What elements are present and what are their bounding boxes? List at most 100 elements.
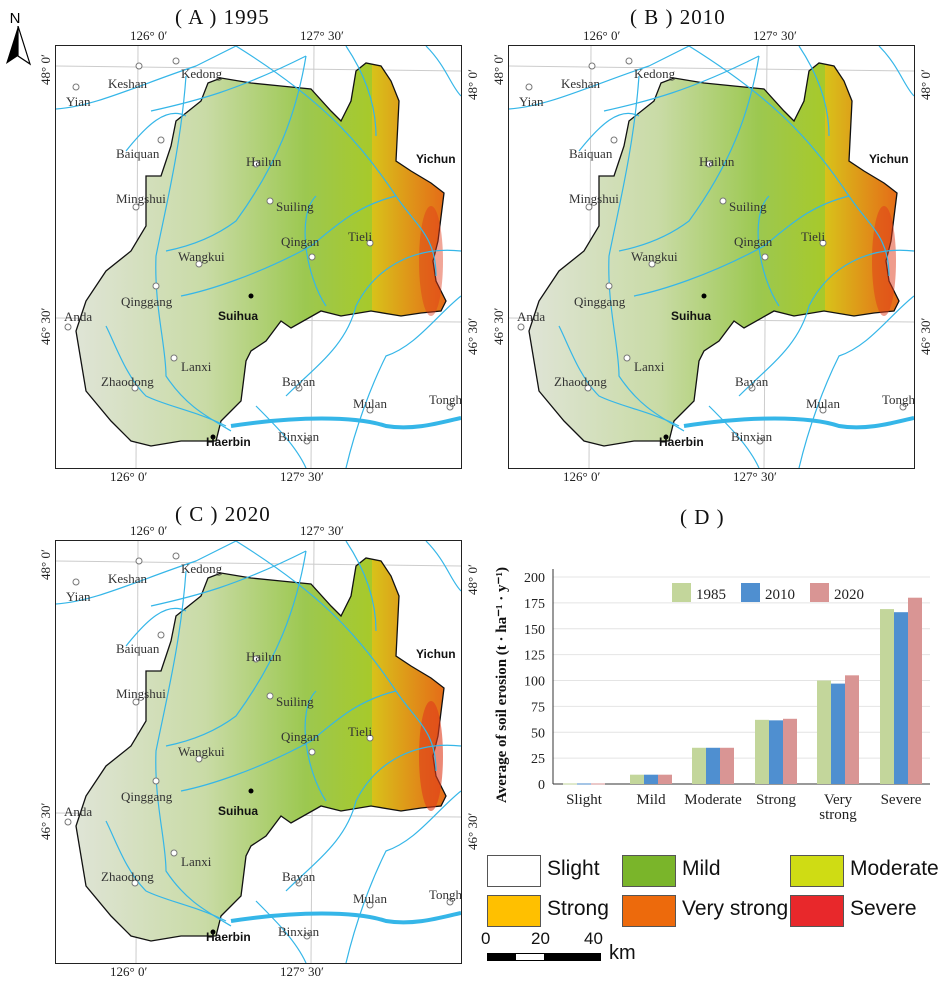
- town-label-yian: Yian: [66, 94, 91, 109]
- legend-label-mild: Mild: [682, 857, 721, 880]
- legend-swatch-2020: [810, 583, 829, 602]
- town-label-binxian: Binxian: [731, 429, 773, 444]
- city-label-yichun: Yichun: [416, 647, 456, 661]
- legend-swatch-1985: [672, 583, 691, 602]
- legend-swatch-moderate: [790, 855, 844, 887]
- river: [425, 540, 462, 592]
- river: [125, 112, 187, 152]
- town-marker-icon: [295, 384, 303, 392]
- y-tick-label: 175: [524, 597, 545, 612]
- town-label-tonghe: Tonghe: [882, 392, 914, 407]
- town-marker-icon: [719, 197, 727, 205]
- town-label-kedong: Kedong: [634, 66, 676, 81]
- town-marker-icon: [366, 901, 374, 909]
- map-title-b: ( B ) 2010: [630, 5, 726, 29]
- town-marker-icon: [172, 57, 180, 65]
- river: [155, 570, 232, 927]
- y-tick-label: 25: [531, 752, 545, 767]
- study-area-region: [75, 62, 447, 447]
- town-marker-icon: [303, 437, 311, 445]
- north-label: N: [9, 10, 21, 27]
- city-marker-icon: [701, 293, 707, 299]
- x-tick-label: Mild: [636, 792, 666, 808]
- town-marker-icon: [819, 239, 827, 247]
- y-tick-label: 0: [538, 778, 545, 793]
- legend-swatch-slight: [487, 855, 541, 887]
- town-label-qinggang: Qinggang: [121, 789, 173, 804]
- river: [633, 195, 850, 297]
- map-panel-c: Kedong Keshan Yian Baiquan Hailun Mingshui Sui…: [55, 540, 468, 964]
- town-marker-icon: [366, 239, 374, 247]
- river: [345, 295, 462, 469]
- town-marker-icon: [585, 203, 593, 211]
- river: [230, 416, 462, 430]
- town-label-qinggang: Qinggang: [121, 294, 173, 309]
- town-label-wangkui: Wangkui: [631, 249, 678, 264]
- river: [618, 55, 760, 252]
- lat-label-left-1: 48° 0′: [491, 54, 506, 85]
- y-axis-label: Average of soil erosion (t · ha⁻¹ · y⁻¹): [494, 567, 510, 803]
- city-label-haerbin: Haerbin: [206, 930, 251, 944]
- lon-label-bottom-2: 127° 30′: [280, 469, 324, 484]
- town-marker-icon: [761, 253, 769, 261]
- river: [165, 55, 307, 252]
- legend-label-2010: 2010: [765, 587, 795, 603]
- town-marker-icon: [588, 62, 596, 70]
- town-marker-icon: [266, 197, 274, 205]
- city-label-suihua: Suihua: [671, 309, 711, 323]
- town-label-tonghe: Tonghe: [429, 887, 461, 902]
- x-tick-label: strong: [819, 807, 857, 823]
- town-label-suiling: Suiling: [729, 199, 767, 214]
- lon-label-top-2: 127° 30′: [300, 28, 344, 43]
- legend-label-slight: Slight: [547, 857, 600, 880]
- town-label-tieli: Tieli: [801, 229, 825, 244]
- town-marker-icon: [170, 849, 178, 857]
- town-label-mulan: Mulan: [353, 891, 387, 906]
- river: [345, 540, 377, 632]
- x-tick-label: Very: [824, 792, 853, 808]
- town-label-mulan: Mulan: [806, 396, 840, 411]
- river: [235, 45, 437, 277]
- river: [230, 911, 462, 925]
- town-marker-icon: [172, 552, 180, 560]
- river: [55, 540, 237, 605]
- town-label-kedong: Kedong: [181, 66, 223, 81]
- town-marker-icon: [64, 323, 72, 331]
- town-label-anda: Anda: [64, 309, 92, 324]
- river: [878, 45, 915, 97]
- river: [255, 405, 307, 469]
- bar-1985-moderate: [692, 747, 706, 784]
- river: [558, 325, 680, 427]
- river: [125, 607, 187, 647]
- lat-label-right-1: 48° 0′: [918, 69, 933, 100]
- bar-chart: 0 25 50 75 100 125 150 175 200 Slight Mild Moderate…: [494, 567, 930, 823]
- town-label-bayan: Bayan: [282, 869, 316, 884]
- town-label-suiling: Suiling: [276, 694, 314, 709]
- legend-label-moderate: Moderate: [850, 857, 939, 880]
- lat-label-right-2: 46° 30′: [918, 317, 933, 355]
- town-marker-icon: [366, 406, 374, 414]
- map-title-a: ( A ) 1995: [175, 5, 270, 29]
- town-marker-icon: [72, 578, 80, 586]
- river: [55, 45, 237, 110]
- town-marker-icon: [152, 282, 160, 290]
- river: [425, 45, 462, 97]
- town-label-kedong: Kedong: [181, 561, 223, 576]
- town-marker-icon: [525, 83, 533, 91]
- river: [688, 45, 890, 277]
- city-marker-icon: [248, 788, 254, 794]
- town-marker-icon: [132, 203, 140, 211]
- town-label-hailun: Hailun: [699, 154, 735, 169]
- y-tick-label: 100: [524, 675, 545, 690]
- bar-2020-moderate: [720, 747, 734, 784]
- river: [285, 249, 462, 397]
- city-label-yichun: Yichun: [416, 152, 456, 166]
- town-marker-icon: [195, 755, 203, 763]
- town-label-mingshui: Mingshui: [569, 191, 619, 206]
- town-label-tonghe: Tonghe: [429, 392, 461, 407]
- bar-2020-mild: [658, 774, 672, 784]
- town-label-bayan: Bayan: [282, 374, 316, 389]
- town-label-yian: Yian: [519, 94, 544, 109]
- town-marker-icon: [584, 384, 592, 392]
- town-label-suiling: Suiling: [276, 199, 314, 214]
